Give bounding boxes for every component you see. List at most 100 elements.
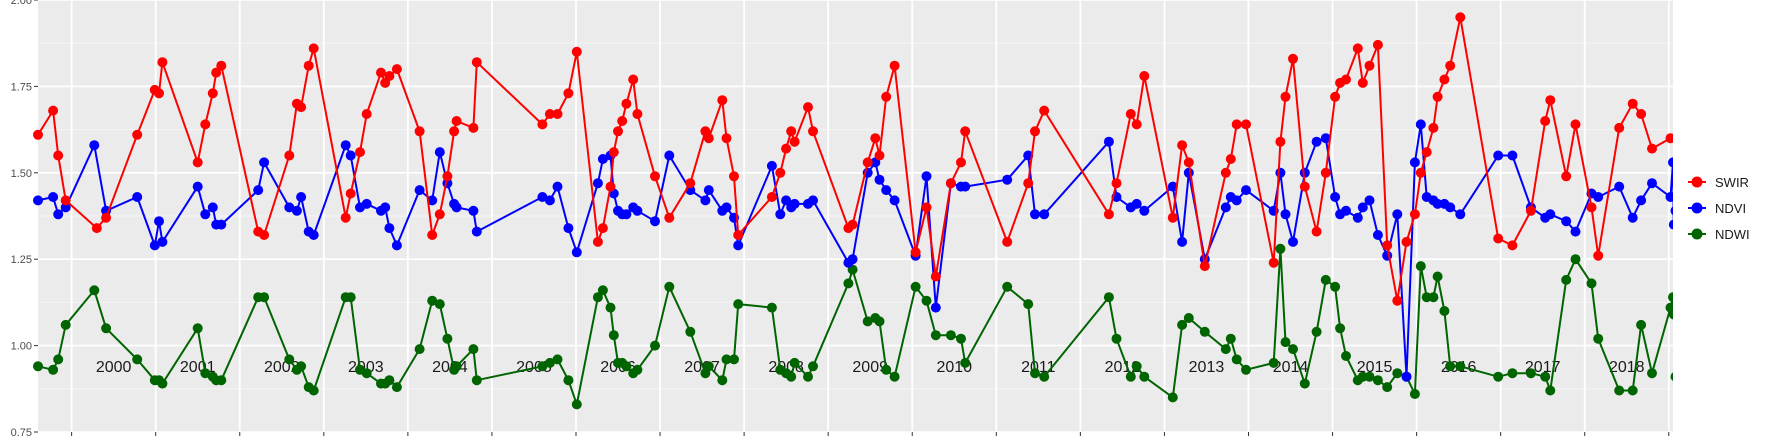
data-point-ndvi bbox=[33, 195, 43, 206]
data-point-ndwi bbox=[1507, 368, 1518, 379]
data-point-ndvi bbox=[427, 195, 438, 206]
data-point-ndvi bbox=[703, 185, 714, 196]
data-point-ndwi bbox=[1002, 281, 1013, 292]
data-point-swir bbox=[1139, 71, 1150, 81]
data-point-ndvi bbox=[1330, 192, 1341, 202]
data-point-swir bbox=[870, 133, 881, 144]
data-point-ndvi bbox=[1002, 174, 1013, 185]
data-point-ndwi bbox=[1030, 368, 1040, 379]
data-point-ndwi bbox=[200, 368, 211, 379]
data-point-swir bbox=[1455, 12, 1466, 23]
data-point-ndwi bbox=[537, 361, 548, 372]
data-point-ndwi bbox=[434, 299, 445, 310]
data-point-ndvi bbox=[1167, 181, 1178, 192]
data-point-ndwi bbox=[1428, 292, 1439, 303]
data-point-ndvi bbox=[1320, 133, 1331, 144]
y-tick-label: 1.00 bbox=[11, 341, 32, 353]
data-point-swir bbox=[468, 122, 479, 133]
data-point-ndvi bbox=[53, 209, 64, 220]
data-point-ndwi bbox=[1493, 371, 1504, 382]
data-point-swir bbox=[1636, 109, 1647, 119]
data-point-ndwi bbox=[1586, 278, 1597, 289]
data-point-ndvi bbox=[149, 240, 160, 251]
data-point-ndvi bbox=[921, 171, 932, 182]
data-point-swir bbox=[1280, 91, 1291, 102]
legend-label: NDVI bbox=[1715, 201, 1746, 216]
data-point-swir bbox=[597, 223, 608, 234]
data-point-swir bbox=[60, 195, 71, 206]
data-point-ndvi bbox=[733, 240, 744, 251]
data-point-swir bbox=[471, 57, 482, 68]
data-point-ndwi bbox=[960, 357, 971, 368]
data-point-ndwi bbox=[471, 375, 482, 386]
data-point-ndvi bbox=[468, 205, 479, 216]
data-point-ndvi bbox=[700, 195, 711, 206]
data-point-ndvi bbox=[1570, 226, 1581, 237]
data-point-ndwi bbox=[1177, 319, 1188, 330]
data-point-swir bbox=[53, 150, 64, 161]
data-point-ndvi bbox=[284, 202, 295, 213]
data-point-swir bbox=[1103, 209, 1114, 220]
data-point-swir bbox=[1199, 261, 1210, 272]
data-point-swir bbox=[910, 247, 921, 258]
data-point-ndwi bbox=[544, 357, 555, 368]
data-point-ndwi bbox=[1268, 357, 1279, 368]
y-tick-label: 1.75 bbox=[11, 81, 32, 93]
data-point-ndwi bbox=[552, 354, 563, 365]
data-point-ndwi bbox=[132, 354, 143, 365]
legend-item-swir: SWIR bbox=[1688, 175, 1749, 190]
data-point-ndvi bbox=[1372, 230, 1383, 240]
legend-key-point bbox=[1691, 228, 1703, 240]
data-point-swir bbox=[1525, 205, 1536, 216]
data-point-ndwi bbox=[910, 281, 921, 292]
data-point-ndwi bbox=[384, 375, 395, 386]
data-point-swir bbox=[1357, 77, 1368, 88]
data-point-ndvi bbox=[1647, 178, 1657, 189]
data-point-swir bbox=[451, 116, 462, 126]
data-point-ndwi bbox=[721, 354, 732, 365]
data-point-ndwi bbox=[1432, 271, 1443, 282]
data-point-swir bbox=[1320, 167, 1331, 178]
series-swir bbox=[33, 12, 1676, 306]
data-point-ndwi bbox=[766, 302, 777, 313]
data-point-ndvi bbox=[1177, 236, 1188, 247]
legend-item-ndwi: NDWI bbox=[1688, 227, 1750, 242]
data-point-ndvi bbox=[537, 192, 548, 202]
data-point-ndvi bbox=[259, 157, 270, 168]
year-label: 2013 bbox=[1189, 359, 1225, 376]
data-point-swir bbox=[1445, 60, 1456, 71]
data-point-ndwi bbox=[1330, 281, 1341, 292]
data-point-ndwi bbox=[1111, 333, 1122, 344]
data-point-ndwi bbox=[592, 292, 603, 303]
data-point-swir bbox=[1231, 119, 1242, 130]
data-point-swir bbox=[376, 67, 386, 78]
data-point-swir bbox=[1275, 136, 1286, 147]
data-point-ndwi bbox=[621, 361, 632, 372]
data-point-swir bbox=[1299, 181, 1310, 192]
data-point-swir bbox=[308, 43, 319, 54]
data-point-ndvi bbox=[808, 195, 818, 206]
data-point-swir bbox=[1341, 74, 1351, 85]
data-point-swir bbox=[355, 147, 365, 158]
series-layer bbox=[33, 0, 1773, 442]
data-point-ndwi bbox=[1614, 385, 1625, 396]
data-point-swir bbox=[613, 126, 623, 137]
data-point-ndwi bbox=[1139, 371, 1150, 382]
data-point-ndwi bbox=[733, 299, 744, 310]
data-point-ndvi bbox=[1220, 202, 1231, 213]
data-point-ndwi bbox=[664, 281, 675, 292]
data-point-ndwi bbox=[1439, 306, 1450, 316]
data-point-ndwi bbox=[345, 292, 356, 303]
data-point-swir bbox=[1125, 109, 1136, 119]
data-point-ndwi bbox=[1299, 378, 1310, 389]
data-point-ndwi bbox=[1131, 361, 1142, 372]
data-point-swir bbox=[1220, 167, 1231, 178]
data-point-ndwi bbox=[597, 285, 608, 296]
data-point-ndvi bbox=[471, 226, 482, 237]
data-point-ndwi bbox=[1382, 382, 1393, 393]
data-point-ndvi bbox=[192, 181, 203, 192]
data-point-ndwi bbox=[862, 316, 873, 327]
data-point-ndvi bbox=[847, 254, 858, 265]
data-point-swir bbox=[1561, 171, 1572, 182]
data-point-swir bbox=[384, 71, 395, 81]
